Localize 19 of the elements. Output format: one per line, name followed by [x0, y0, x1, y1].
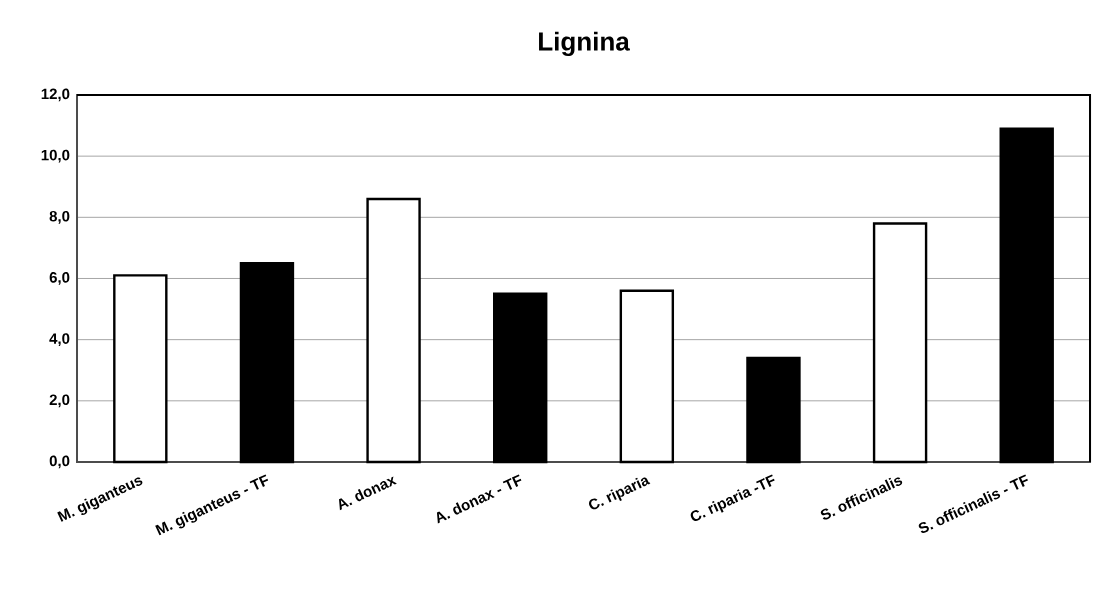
y-tick-label: 4,0	[49, 333, 70, 347]
y-tick-label: 10,0	[41, 149, 70, 163]
bar	[619, 289, 675, 464]
x-tick-label: A. donax - TF	[436, 474, 522, 524]
x-tick-label: C. riparia -TF	[690, 474, 775, 521]
bar	[746, 356, 801, 464]
bar	[239, 261, 295, 464]
y-tick-label: 0,0	[49, 455, 70, 469]
y-tick-label: 8,0	[49, 210, 70, 224]
bar	[493, 292, 548, 464]
y-tick-label: 6,0	[49, 272, 70, 285]
bar	[113, 274, 168, 464]
x-tick-label: A. donax	[339, 476, 397, 511]
bar	[366, 197, 421, 464]
y-tick-label: 2,0	[49, 394, 70, 408]
y-tick-label: 12,0	[41, 88, 70, 102]
bar	[999, 127, 1054, 464]
chart-title: Lignina	[539, 31, 630, 56]
bar	[872, 222, 928, 464]
